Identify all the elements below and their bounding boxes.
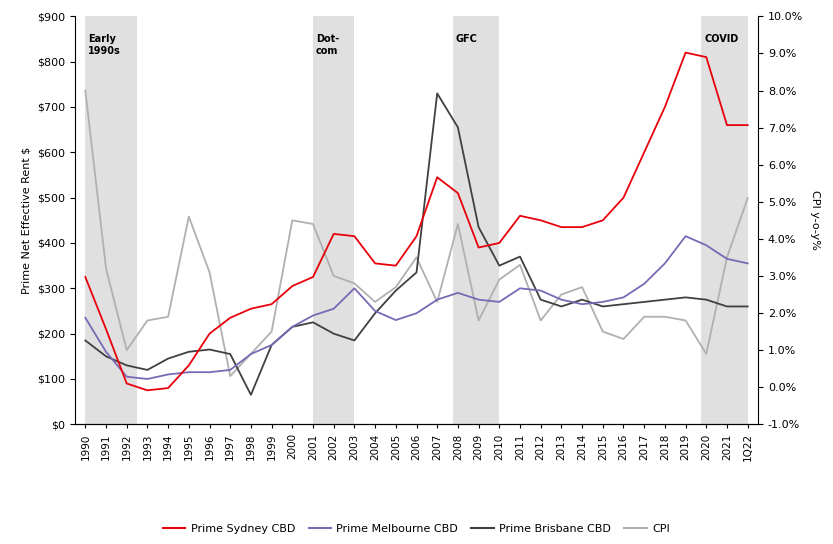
Y-axis label: CPI y-o-y%: CPI y-o-y%	[810, 190, 820, 250]
Bar	[701, 16, 748, 424]
Bar	[313, 16, 354, 424]
Text: GFC: GFC	[456, 34, 477, 45]
Bar	[85, 16, 137, 424]
Text: Early
1990s: Early 1990s	[88, 34, 121, 56]
Legend: Prime Sydney CBD, Prime Melbourne CBD, Prime Brisbane CBD, CPI: Prime Sydney CBD, Prime Melbourne CBD, P…	[158, 520, 675, 539]
Text: Dot-
com: Dot- com	[316, 34, 339, 56]
Bar	[452, 16, 499, 424]
Y-axis label: Prime Net Effective Rent $: Prime Net Effective Rent $	[22, 147, 32, 294]
Text: COVID: COVID	[704, 34, 739, 45]
